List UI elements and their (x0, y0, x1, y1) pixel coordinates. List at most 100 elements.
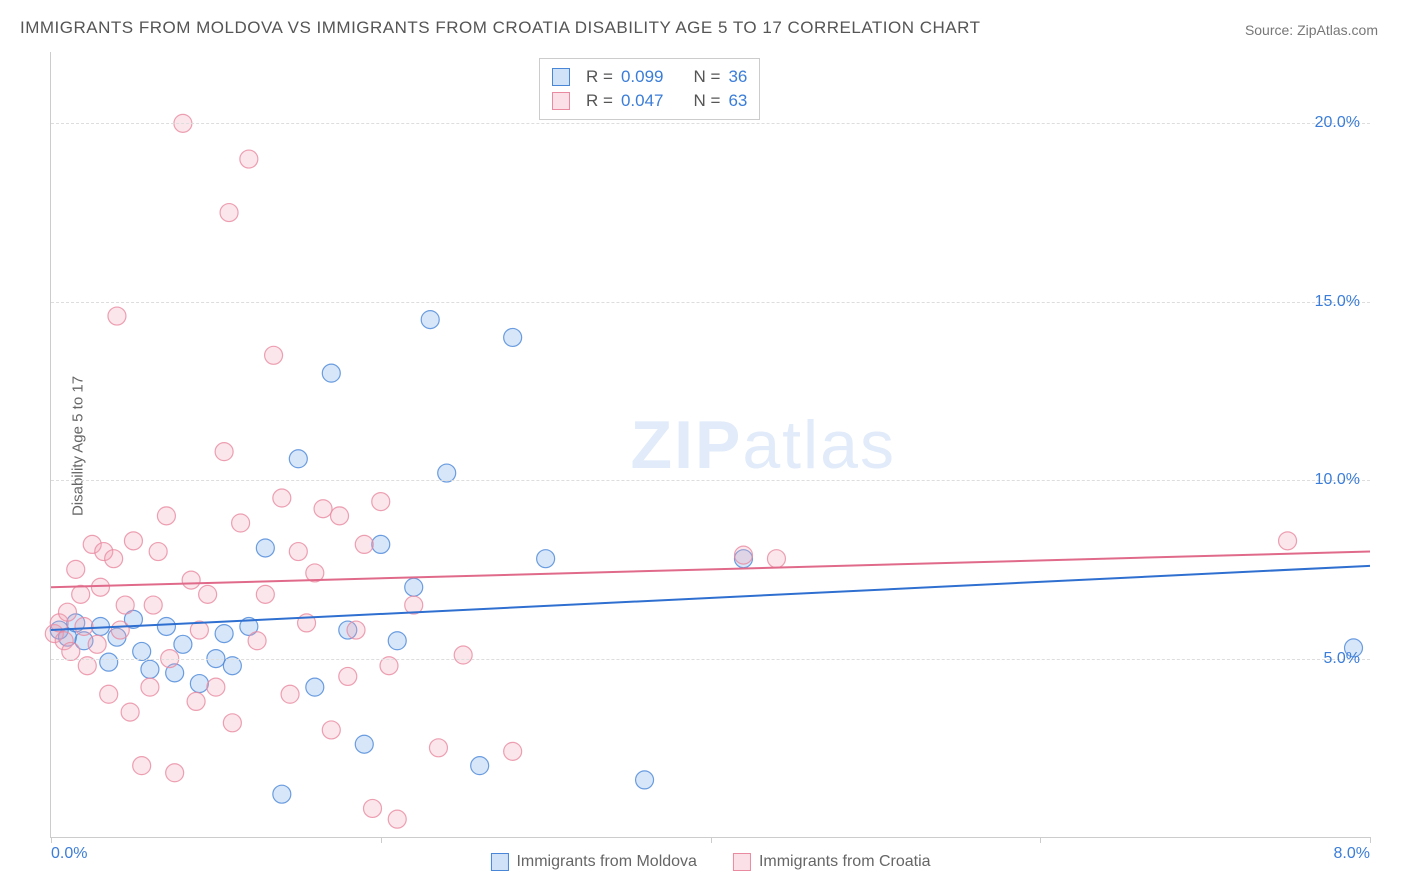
data-point-croatia (355, 535, 373, 553)
data-point-moldova (174, 635, 192, 653)
data-point-croatia (108, 307, 126, 325)
data-point-croatia (133, 757, 151, 775)
data-point-croatia (1279, 532, 1297, 550)
regression-line-croatia (51, 552, 1370, 588)
data-point-croatia (220, 204, 238, 222)
gridline (51, 123, 1370, 124)
stat-n-label: N = (694, 65, 721, 89)
legend-item-moldova: Immigrants from Moldova (490, 853, 697, 871)
data-point-croatia (339, 667, 357, 685)
chart-svg (51, 52, 1370, 837)
data-point-moldova (355, 735, 373, 753)
data-point-croatia (314, 500, 332, 518)
data-point-moldova (636, 771, 654, 789)
source-label: Source: (1245, 22, 1297, 38)
x-tick (381, 837, 382, 843)
data-point-moldova (289, 450, 307, 468)
data-point-moldova (372, 535, 390, 553)
data-point-croatia (141, 678, 159, 696)
regression-line-moldova (51, 566, 1370, 630)
data-point-moldova (388, 632, 406, 650)
data-point-moldova (141, 660, 159, 678)
y-tick-label: 10.0% (1315, 471, 1360, 489)
source-link[interactable]: ZipAtlas.com (1297, 22, 1378, 38)
data-point-croatia (240, 150, 258, 168)
data-point-moldova (215, 625, 233, 643)
data-point-moldova (471, 757, 489, 775)
legend-swatch (552, 92, 570, 110)
data-point-croatia (58, 603, 76, 621)
gridline (51, 659, 1370, 660)
data-point-moldova (256, 539, 274, 557)
data-point-moldova (273, 785, 291, 803)
data-point-moldova (322, 364, 340, 382)
x-tick (51, 837, 52, 843)
stat-n-label: N = (694, 89, 721, 113)
series-legend: Immigrants from Moldova Immigrants from C… (490, 853, 930, 871)
gridline (51, 302, 1370, 303)
data-point-croatia (429, 739, 447, 757)
data-point-croatia (372, 493, 390, 511)
data-point-moldova (100, 653, 118, 671)
x-tick (1040, 837, 1041, 843)
data-point-croatia (265, 346, 283, 364)
data-point-croatia (144, 596, 162, 614)
data-point-croatia (331, 507, 349, 525)
data-point-croatia (72, 585, 90, 603)
data-point-moldova (421, 311, 439, 329)
x-tick-label: 0.0% (51, 845, 87, 863)
legend-swatch (552, 68, 570, 86)
data-point-croatia (91, 578, 109, 596)
data-point-croatia (388, 810, 406, 828)
data-point-croatia (100, 685, 118, 703)
stat-row-croatia: R = 0.047 N = 63 (552, 89, 747, 113)
legend-swatch (490, 853, 508, 871)
data-point-croatia (116, 596, 134, 614)
stat-r-label: R = (586, 89, 613, 113)
data-point-croatia (67, 560, 85, 578)
plot-area: ZIPatlas R =0.099N =36R =0.047N =63 Immi… (50, 52, 1370, 838)
data-point-croatia (182, 571, 200, 589)
data-point-croatia (199, 585, 217, 603)
data-point-croatia (187, 692, 205, 710)
legend-label: Immigrants from Croatia (759, 853, 931, 870)
data-point-croatia (88, 635, 106, 653)
data-point-moldova (537, 550, 555, 568)
data-point-croatia (248, 632, 266, 650)
data-point-croatia (215, 443, 233, 461)
data-point-croatia (504, 742, 522, 760)
stat-r-value: 0.099 (621, 65, 664, 89)
data-point-croatia (347, 621, 365, 639)
stat-n-value: 36 (728, 65, 747, 89)
data-point-croatia (273, 489, 291, 507)
legend-label: Immigrants from Moldova (516, 853, 697, 870)
x-tick (711, 837, 712, 843)
data-point-moldova (190, 675, 208, 693)
data-point-croatia (105, 550, 123, 568)
stat-r-label: R = (586, 65, 613, 89)
stat-legend: R = 0.099 N = 36 R = 0.047 N = 63 (539, 58, 760, 120)
stat-r-value: 0.047 (621, 89, 664, 113)
data-point-croatia (207, 678, 225, 696)
data-point-moldova (405, 578, 423, 596)
gridline (51, 480, 1370, 481)
data-point-moldova (306, 678, 324, 696)
stat-row-moldova: R = 0.099 N = 36 (552, 65, 747, 89)
chart-title: IMMIGRANTS FROM MOLDOVA VS IMMIGRANTS FR… (20, 18, 981, 38)
y-tick-label: 15.0% (1315, 293, 1360, 311)
data-point-croatia (454, 646, 472, 664)
stat-n-value: 63 (728, 89, 747, 113)
data-point-croatia (223, 714, 241, 732)
data-point-moldova (157, 617, 175, 635)
data-point-croatia (75, 617, 93, 635)
source-attribution: Source: ZipAtlas.com (1245, 22, 1378, 38)
data-point-moldova (504, 328, 522, 346)
data-point-croatia (149, 543, 167, 561)
legend-swatch (733, 853, 751, 871)
data-point-croatia (157, 507, 175, 525)
data-point-croatia (124, 532, 142, 550)
legend-item-croatia: Immigrants from Croatia (733, 853, 931, 871)
data-point-croatia (281, 685, 299, 703)
data-point-croatia (121, 703, 139, 721)
data-point-croatia (232, 514, 250, 532)
